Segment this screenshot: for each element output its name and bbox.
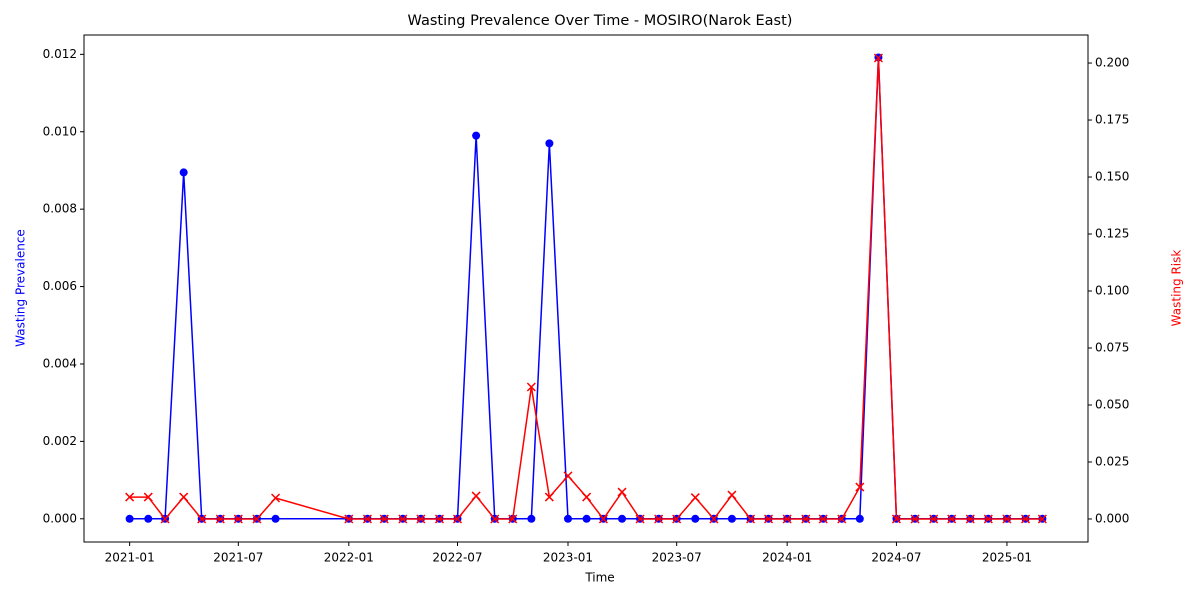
chart-title: Wasting Prevalence Over Time - MOSIRO(Na… [408, 13, 793, 29]
point-marker [233, 514, 243, 524]
point-marker [344, 514, 354, 524]
y2-tick-label: 0.150 [1095, 170, 1129, 184]
x-tick-label: 2022-07 [432, 551, 482, 565]
y-tick-label: 0.010 [43, 124, 77, 138]
x-tick-label: 2025-01 [982, 551, 1032, 565]
point-marker [672, 514, 682, 524]
point-marker [1021, 514, 1031, 524]
point-marker [215, 514, 225, 524]
point-marker [837, 514, 847, 524]
y2-axis-label: Wasting Risk [1170, 250, 1184, 327]
point-marker [635, 514, 645, 524]
x-tick-label: 2024-07 [871, 551, 921, 565]
y-tick-label: 0.002 [43, 434, 77, 448]
y-tick-label: 0.008 [43, 202, 77, 216]
point-marker [598, 514, 608, 524]
point-marker [416, 514, 426, 524]
y2-tick-label: 0.025 [1095, 454, 1129, 468]
point-marker [379, 514, 389, 524]
point-marker [855, 514, 864, 523]
y-tick-label: 0.004 [43, 356, 77, 370]
point-marker [910, 514, 920, 524]
point-marker [434, 514, 445, 524]
x-tick-label: 2023-07 [652, 551, 702, 565]
point-marker [125, 514, 134, 523]
point-marker [545, 139, 554, 148]
point-marker [746, 514, 756, 524]
point-marker [929, 514, 939, 524]
point-marker [398, 514, 408, 524]
point-marker [947, 514, 957, 524]
y2-tick-label: 0.175 [1095, 113, 1129, 127]
point-marker [1002, 514, 1012, 524]
point-marker [1037, 514, 1047, 524]
y2-tick-label: 0.100 [1095, 284, 1129, 298]
point-marker [618, 514, 627, 523]
point-marker [197, 514, 207, 524]
point-marker [252, 514, 262, 524]
point-marker [179, 492, 189, 502]
point-marker [965, 514, 975, 524]
point-marker [873, 53, 883, 63]
point-marker [709, 514, 719, 524]
x-tick-label: 2023-01 [543, 551, 593, 565]
point-marker [855, 482, 865, 492]
y2-tick-label: 0.050 [1095, 397, 1129, 411]
point-marker [179, 168, 188, 177]
point-marker [362, 514, 372, 524]
point-marker [891, 514, 901, 524]
point-marker [471, 491, 481, 501]
point-marker [544, 492, 554, 502]
y-tick-label: 0.006 [43, 279, 77, 293]
point-marker [452, 514, 463, 524]
point-marker [818, 514, 828, 524]
point-marker [563, 471, 573, 481]
y-tick-label: 0.012 [43, 47, 77, 61]
point-marker [472, 131, 481, 140]
point-marker [690, 493, 700, 503]
x-tick-label: 2024-01 [762, 551, 812, 565]
point-marker [691, 514, 700, 523]
x-axis-label: Time [584, 571, 614, 585]
point-marker [563, 514, 572, 523]
point-marker [490, 514, 500, 524]
point-marker [801, 514, 811, 524]
point-marker [582, 492, 592, 502]
point-marker [144, 514, 153, 523]
point-marker [727, 514, 736, 523]
point-marker [782, 514, 792, 524]
y-axis-label: Wasting Prevalence [14, 229, 28, 347]
point-marker [727, 490, 737, 500]
y2-tick-label: 0.125 [1095, 227, 1129, 241]
point-marker [271, 514, 280, 523]
y-tick-label: 0.000 [43, 511, 77, 525]
point-marker [160, 514, 170, 524]
y2-tick-label: 0.000 [1095, 511, 1129, 525]
point-marker [526, 382, 536, 392]
y2-tick-label: 0.200 [1095, 56, 1129, 70]
point-marker [764, 514, 774, 524]
point-marker [125, 492, 135, 502]
point-marker [527, 514, 536, 523]
point-marker [983, 514, 993, 524]
x-tick-label: 2022-01 [324, 551, 374, 565]
x-tick-label: 2021-07 [213, 551, 263, 565]
point-marker [143, 492, 153, 502]
point-marker [617, 487, 627, 497]
y2-tick-label: 0.075 [1095, 340, 1129, 354]
plot-frame [83, 34, 1089, 543]
point-marker [654, 514, 664, 524]
x-tick-label: 2021-01 [105, 551, 155, 565]
point-marker [508, 514, 518, 524]
point-marker [271, 493, 281, 503]
point-marker [582, 514, 591, 523]
